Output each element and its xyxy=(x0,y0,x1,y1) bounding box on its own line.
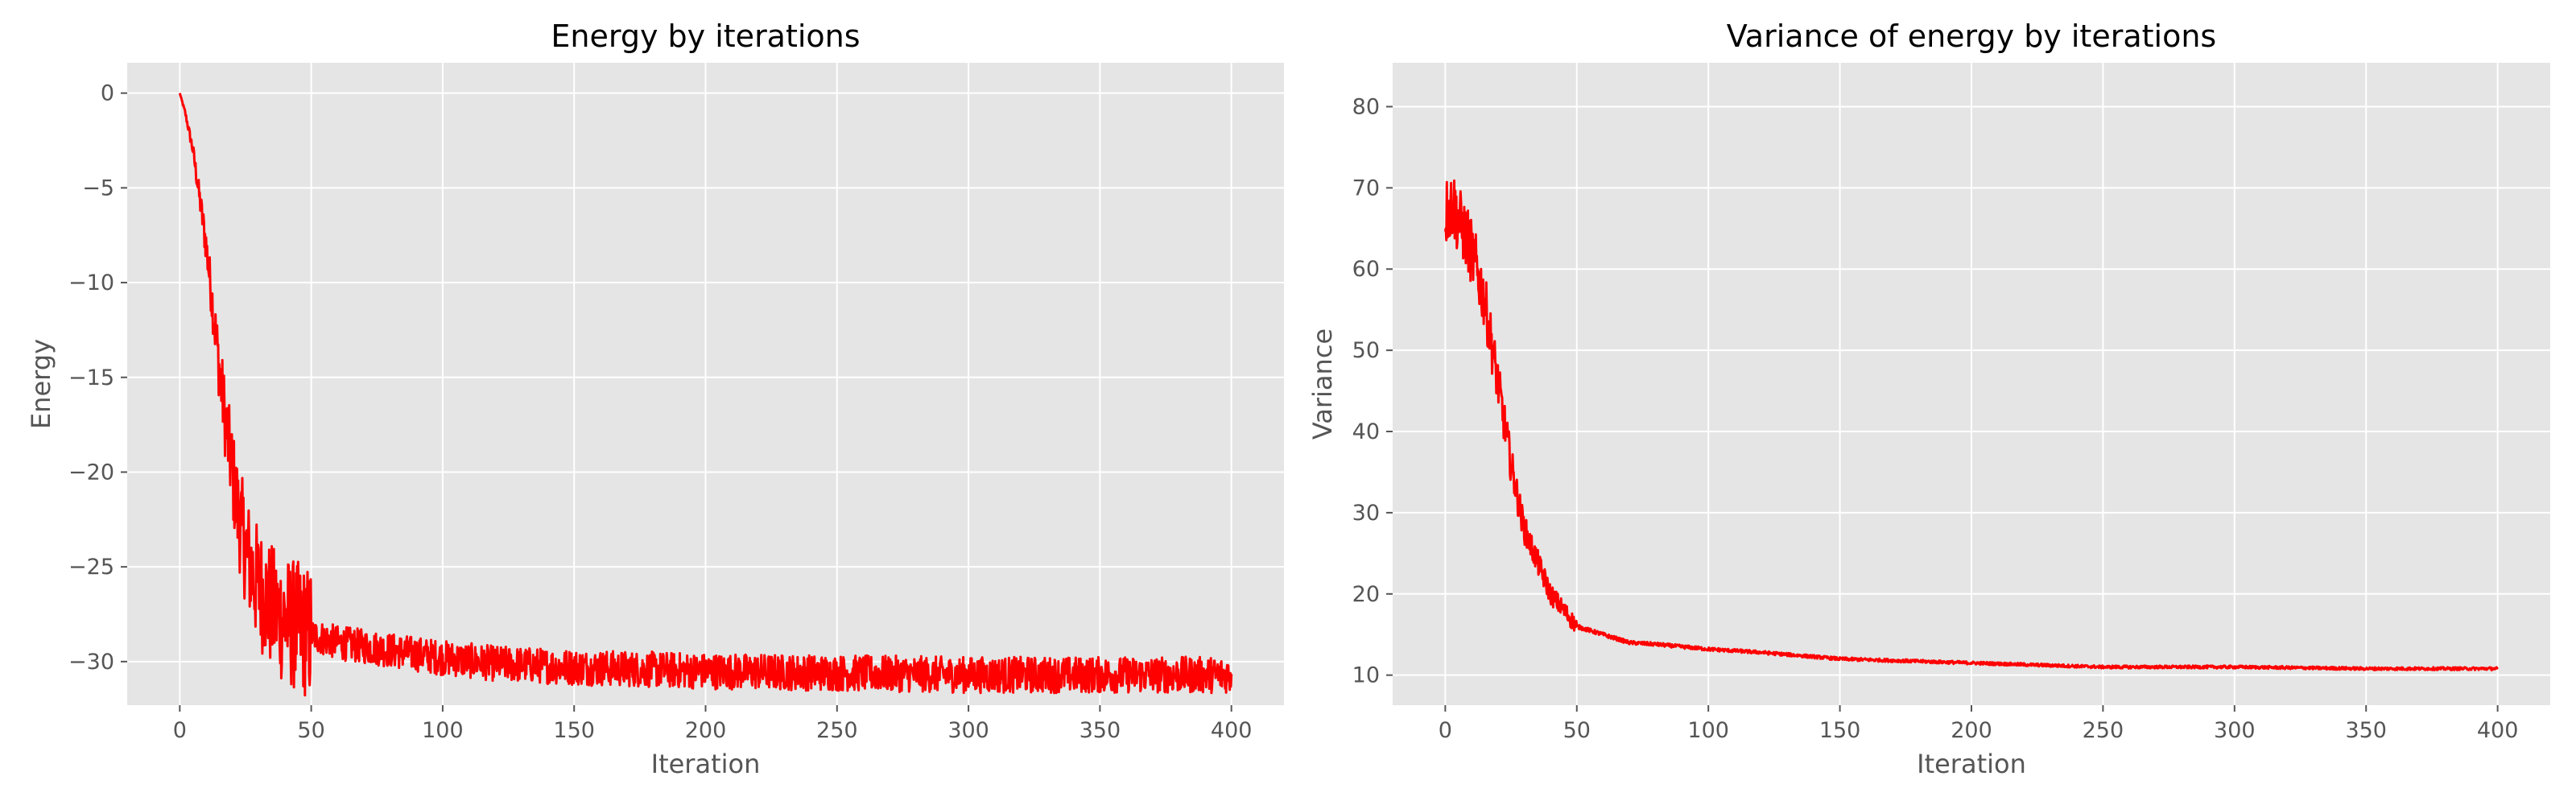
energy-chart-title: Energy by iterations xyxy=(551,19,860,54)
variance-x-axis-label: Iteration xyxy=(1917,749,2026,779)
energy-y-tick-label: −30 xyxy=(68,650,114,675)
variance-y-tick-label: 20 xyxy=(1352,582,1380,607)
energy-y-tick-label: −20 xyxy=(68,460,114,485)
energy-x-tick-label: 50 xyxy=(297,718,324,743)
variance-y-tick-label: 60 xyxy=(1352,257,1380,282)
energy-x-tick-label: 150 xyxy=(553,718,595,743)
variance-y-tick-label: 10 xyxy=(1352,663,1380,688)
variance-y-axis-label: Variance xyxy=(1307,328,1338,440)
energy-series-line xyxy=(178,93,1233,697)
energy-y-tick-label: 0 xyxy=(101,81,114,106)
energy-x-tick-label: 0 xyxy=(173,718,187,743)
energy-x-ticks: 0 50 100 150 200 250 300 350 400 xyxy=(173,705,1253,743)
variance-x-tick-label: 50 xyxy=(1563,718,1591,743)
energy-y-ticks: 0 −5 −10 −15 −20 −25 −30 xyxy=(68,81,127,675)
energy-y-tick-label: −10 xyxy=(68,270,114,295)
variance-series-line xyxy=(1443,179,2499,671)
variance-x-tick-label: 100 xyxy=(1687,718,1729,743)
variance-x-tick-label: 200 xyxy=(1951,718,1992,743)
energy-y-axis-label: Energy xyxy=(26,339,56,429)
variance-y-ticks: 10 20 30 40 50 60 70 80 xyxy=(1352,94,1393,688)
energy-y-tick-label: −25 xyxy=(68,555,114,580)
variance-x-tick-label: 300 xyxy=(2214,718,2256,743)
energy-x-axis-label: Iteration xyxy=(651,749,761,779)
variance-chart-title: Variance of energy by iterations xyxy=(1727,19,2216,54)
variance-y-tick-label: 80 xyxy=(1352,94,1380,119)
energy-x-tick-label: 100 xyxy=(422,718,464,743)
variance-x-ticks: 0 50 100 150 200 250 300 350 400 xyxy=(1439,705,2519,743)
energy-y-tick-label: −5 xyxy=(82,175,114,200)
energy-gridlines xyxy=(127,63,1284,705)
variance-gridlines xyxy=(1393,63,2550,705)
variance-x-tick-label: 250 xyxy=(2083,718,2124,743)
variance-y-tick-label: 50 xyxy=(1352,338,1380,363)
variance-y-tick-label: 70 xyxy=(1352,175,1380,200)
variance-y-tick-label: 30 xyxy=(1352,501,1380,526)
energy-x-tick-label: 200 xyxy=(685,718,727,743)
energy-series-group xyxy=(178,93,1233,697)
variance-y-tick-label: 40 xyxy=(1352,419,1380,444)
variance-series-group xyxy=(1443,179,2499,671)
energy-x-tick-label: 300 xyxy=(947,718,989,743)
variance-x-tick-label: 150 xyxy=(1819,718,1861,743)
variance-x-tick-label: 0 xyxy=(1439,718,1452,743)
energy-x-tick-label: 250 xyxy=(816,718,858,743)
variance-x-tick-label: 400 xyxy=(2477,718,2519,743)
energy-x-tick-label: 350 xyxy=(1080,718,1121,743)
energy-y-tick-label: −15 xyxy=(68,365,114,390)
energy-x-tick-label: 400 xyxy=(1211,718,1253,743)
energy-subplot: 0 50 100 150 200 250 300 350 400 0 −5 −10 −15 −20 −25… xyxy=(26,19,1284,779)
variance-subplot: 0 50 100 150 200 250 300 350 400 10 20 30 40 50 60 70 8… xyxy=(1307,19,2550,779)
variance-x-tick-label: 350 xyxy=(2345,718,2387,743)
